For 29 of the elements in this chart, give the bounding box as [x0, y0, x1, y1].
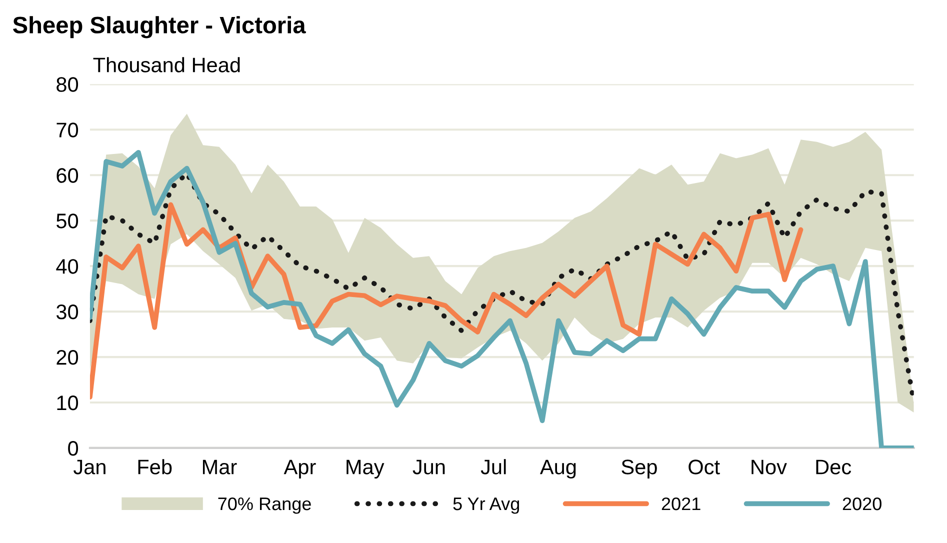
- legend-label: 70% Range: [218, 497, 311, 514]
- x-tick-label: Sep: [622, 460, 657, 479]
- legend-label: 2020: [842, 497, 882, 510]
- line-series: [90, 202, 804, 400]
- y-tick-label: 40: [56, 259, 78, 274]
- line-series: [90, 150, 914, 448]
- y-tick-label: 10: [57, 396, 78, 410]
- y-tick-label: 30: [56, 304, 78, 320]
- x-tick-label: Feb: [138, 459, 172, 474]
- x-tick-label: Nov: [752, 460, 787, 474]
- y-tick-label: 70: [56, 122, 78, 138]
- y-axis-title: Thousand Head: [93, 57, 240, 72]
- x-tick-label: Apr: [284, 460, 316, 479]
- chart-title: Sheep Slaughter - Victoria: [12, 16, 306, 38]
- x-tick-label: Aug: [540, 460, 576, 479]
- x-tick-label: Dec: [816, 460, 852, 474]
- legend-label: 5 Yr Avg: [453, 498, 519, 514]
- x-tick-label: Jun: [412, 460, 445, 474]
- x-tick-label: May: [346, 460, 384, 479]
- x-tick-label: Jul: [480, 459, 506, 474]
- y-tick-label: 20: [56, 350, 78, 365]
- y-tick-label: 50: [56, 214, 78, 228]
- y-tick-label: 0: [68, 440, 78, 456]
- y-tick-label: 60: [56, 168, 78, 183]
- y-tick-label: 80: [56, 77, 78, 92]
- x-tick-label: Mar: [202, 460, 237, 474]
- legend-label: 2021: [662, 497, 700, 510]
- x-tick-label: Oct: [688, 460, 720, 474]
- x-tick-label: Jan: [73, 460, 106, 474]
